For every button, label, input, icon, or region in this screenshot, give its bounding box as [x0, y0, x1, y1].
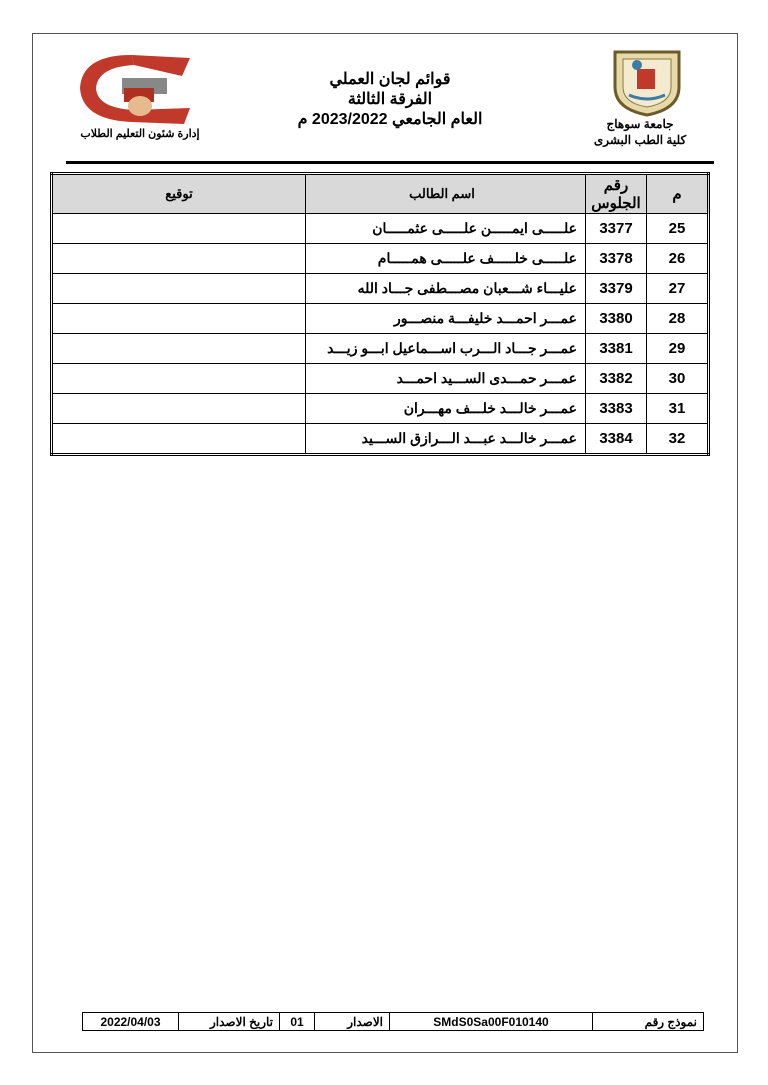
edition-label: الاصدار [314, 1012, 390, 1031]
row-number: 26 [646, 243, 709, 274]
student-name: عمـــر جـــاد الـــرب اســـماعيل ابـــو … [305, 333, 586, 364]
col-header-signature: توقيع [51, 173, 306, 214]
student-name: علـــــى خلـــــف علـــــى همـــــام [305, 243, 586, 274]
signature-cell [51, 393, 306, 424]
form-number-label: نموذج رقم [592, 1012, 704, 1031]
student-name: عمـــر خالـــد عبـــد الـــرازق الســـيد [305, 423, 586, 455]
edition-value: 01 [279, 1012, 315, 1031]
page-border [32, 33, 738, 1053]
issue-date: 2022/04/03 [82, 1012, 179, 1031]
row-number: 27 [646, 273, 709, 304]
form-code: SMdS0Sa00F010140 [389, 1012, 593, 1031]
signature-cell [51, 423, 306, 455]
university-caption: جامعة سوهاج كلية الطب البشرى [580, 116, 700, 148]
signature-cell [51, 213, 306, 244]
form-footer: نموذج رقم SMdS0Sa00F010140 الاصدار 01 تا… [82, 1012, 704, 1031]
seat-number: 3380 [585, 303, 647, 334]
seat-number: 3383 [585, 393, 647, 424]
row-number: 31 [646, 393, 709, 424]
student-name: عمـــر حمـــدى الســـيد احمـــد [305, 363, 586, 394]
header-divider [66, 161, 714, 164]
seat-number: 3378 [585, 243, 647, 274]
student-name: عمـــر احمـــد خليفـــة منصـــور [305, 303, 586, 334]
signature-cell [51, 333, 306, 364]
signature-cell [51, 363, 306, 394]
issue-date-label: تاريخ الاصدار [178, 1012, 280, 1031]
table-row: 26 3378 علـــــى خلـــــف علـــــى همـــــ… [51, 243, 709, 274]
faculty-medicine-logo [80, 55, 190, 124]
university-name: جامعة سوهاج [606, 117, 674, 131]
student-name: عمـــر خالـــد خلـــف مهـــران [305, 393, 586, 424]
table-row: 30 3382 عمـــر حمـــدى الســـيد احمـــد [51, 363, 709, 394]
row-number: 28 [646, 303, 709, 334]
signature-cell [51, 303, 306, 334]
title-line: قوائم لجان العملي [329, 71, 451, 88]
seat-number: 3384 [585, 423, 647, 455]
table-row: 25 3377 علـــــى ايمـــــن علـــــى عثمـــ… [51, 213, 709, 244]
student-name: عليـــاء شـــعبان مصـــطفى جـــاد الله [305, 273, 586, 304]
row-number: 29 [646, 333, 709, 364]
department-caption: إدارة شئون التعليم الطلاب [80, 128, 200, 140]
student-name: علـــــى ايمـــــن علـــــى عثمـــــان [305, 213, 586, 244]
row-number: 32 [646, 423, 709, 455]
col-header-number: م [646, 173, 709, 214]
seat-number: 3381 [585, 333, 647, 364]
students-table: م رقم الجلوس اسم الطالب توقيع 25 3377 علــ… [50, 172, 710, 456]
col-header-name: اسم الطالب [305, 173, 586, 214]
title-line: الفرقة الثالثة [347, 91, 433, 108]
faculty-name: كلية الطب البشرى [593, 133, 687, 147]
col-header-seat: رقم الجلوس [585, 173, 647, 214]
table-row: 31 3383 عمـــر خالـــد خلـــف مهـــران [51, 393, 709, 424]
table-row: 29 3381 عمـــر جـــاد الـــرب اســـماعيل ا… [51, 333, 709, 364]
seat-number: 3379 [585, 273, 647, 304]
title-line: العام الجامعي 2023/2022 م [297, 111, 483, 128]
table-row: 28 3380 عمـــر احمـــد خليفـــة منصـــور [51, 303, 709, 334]
document-title: قوائم لجان العملي الفرقة الثالثة العام ا… [260, 70, 520, 130]
signature-cell [51, 273, 306, 304]
row-number: 25 [646, 213, 709, 244]
signature-cell [51, 243, 306, 274]
seat-number: 3382 [585, 363, 647, 394]
table-header-row: م رقم الجلوس اسم الطالب توقيع [51, 173, 709, 214]
table-row: 32 3384 عمـــر خالـــد عبـــد الـــرازق ال… [51, 423, 709, 455]
table-row: 27 3379 عليـــاء شـــعبان مصـــطفى جـــاد … [51, 273, 709, 304]
university-crest-logo [613, 50, 681, 117]
seat-number: 3377 [585, 213, 647, 244]
row-number: 30 [646, 363, 709, 394]
